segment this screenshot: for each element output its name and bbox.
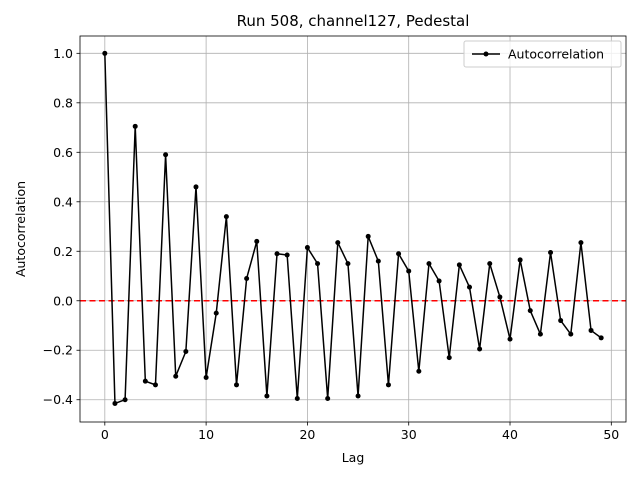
- data-point: [254, 238, 260, 244]
- data-point: [274, 251, 280, 257]
- data-point: [487, 261, 493, 267]
- data-point: [315, 261, 321, 267]
- legend: Autocorrelation: [463, 40, 622, 68]
- y-axis-label: Autocorrelation: [13, 181, 28, 277]
- data-point: [558, 318, 564, 324]
- data-point: [234, 382, 240, 388]
- plot-frame: [79, 35, 627, 423]
- data-point: [527, 308, 533, 314]
- data-point: [588, 327, 594, 333]
- axis-ticks: 0 10 20 30 40 50 −0.4 −0.2 0.0 0.2 0.4 0.6 0.8 1.0: [43, 46, 620, 442]
- data-point: [325, 395, 331, 401]
- data-point: [203, 374, 209, 380]
- data-point: [477, 346, 483, 352]
- data-point: [264, 393, 270, 399]
- data-point: [173, 373, 179, 379]
- data-point: [497, 294, 503, 300]
- data-point: [193, 184, 199, 190]
- data-point: [537, 331, 543, 337]
- data-point: [183, 348, 189, 354]
- chart-title: Run 508, channel127, Pedestal: [237, 12, 470, 30]
- series-line: [104, 53, 602, 405]
- data-point: [355, 393, 361, 399]
- data-point: [213, 310, 219, 316]
- y-tick-label: 0.6: [53, 145, 73, 160]
- data-point: [335, 240, 341, 246]
- data-point: [365, 233, 371, 239]
- y-tick-label: 0.2: [53, 244, 73, 259]
- data-point: [446, 355, 452, 361]
- data-point: [517, 257, 523, 263]
- data-point: [416, 368, 422, 374]
- data-point: [548, 250, 554, 256]
- data-point: [406, 268, 412, 274]
- x-tick-label: 10: [198, 427, 214, 442]
- data-point: [102, 50, 108, 56]
- data-point: [396, 251, 402, 257]
- data-point: [163, 152, 169, 158]
- x-tick-label: 50: [603, 427, 619, 442]
- data-point: [152, 382, 158, 388]
- data-point: [385, 382, 391, 388]
- data-point: [294, 395, 300, 401]
- data-point: [375, 258, 381, 264]
- data-point: [345, 261, 351, 267]
- data-point: [456, 262, 462, 268]
- y-tick-label: −0.4: [43, 392, 73, 407]
- data-point: [426, 261, 432, 267]
- data-point: [132, 123, 138, 129]
- data-point: [598, 335, 604, 341]
- series-autocorrelation: [102, 50, 604, 406]
- y-tick-label: 0.0: [53, 293, 73, 308]
- data-point: [578, 240, 584, 246]
- data-point: [304, 245, 310, 251]
- y-tick-label: 0.4: [53, 194, 73, 209]
- data-point: [223, 214, 229, 220]
- y-tick-label: 1.0: [53, 46, 73, 61]
- data-point: [112, 400, 118, 406]
- legend-box: [463, 40, 622, 68]
- x-axis-label: Lag: [342, 450, 365, 465]
- data-point: [244, 275, 250, 281]
- legend-label-autocorrelation: Autocorrelation: [508, 47, 604, 62]
- x-tick-label: 30: [401, 427, 417, 442]
- data-point: [122, 397, 128, 403]
- y-tick-label: −0.2: [43, 343, 73, 358]
- data-point: [568, 331, 574, 337]
- data-point: [507, 336, 513, 342]
- x-tick-label: 0: [101, 427, 109, 442]
- data-point: [142, 378, 148, 384]
- legend-marker: [483, 51, 489, 57]
- y-tick-label: 0.8: [53, 95, 73, 110]
- data-point: [436, 278, 442, 284]
- data-point: [284, 252, 290, 258]
- x-tick-label: 20: [299, 427, 315, 442]
- data-point: [466, 284, 472, 290]
- x-tick-label: 40: [502, 427, 518, 442]
